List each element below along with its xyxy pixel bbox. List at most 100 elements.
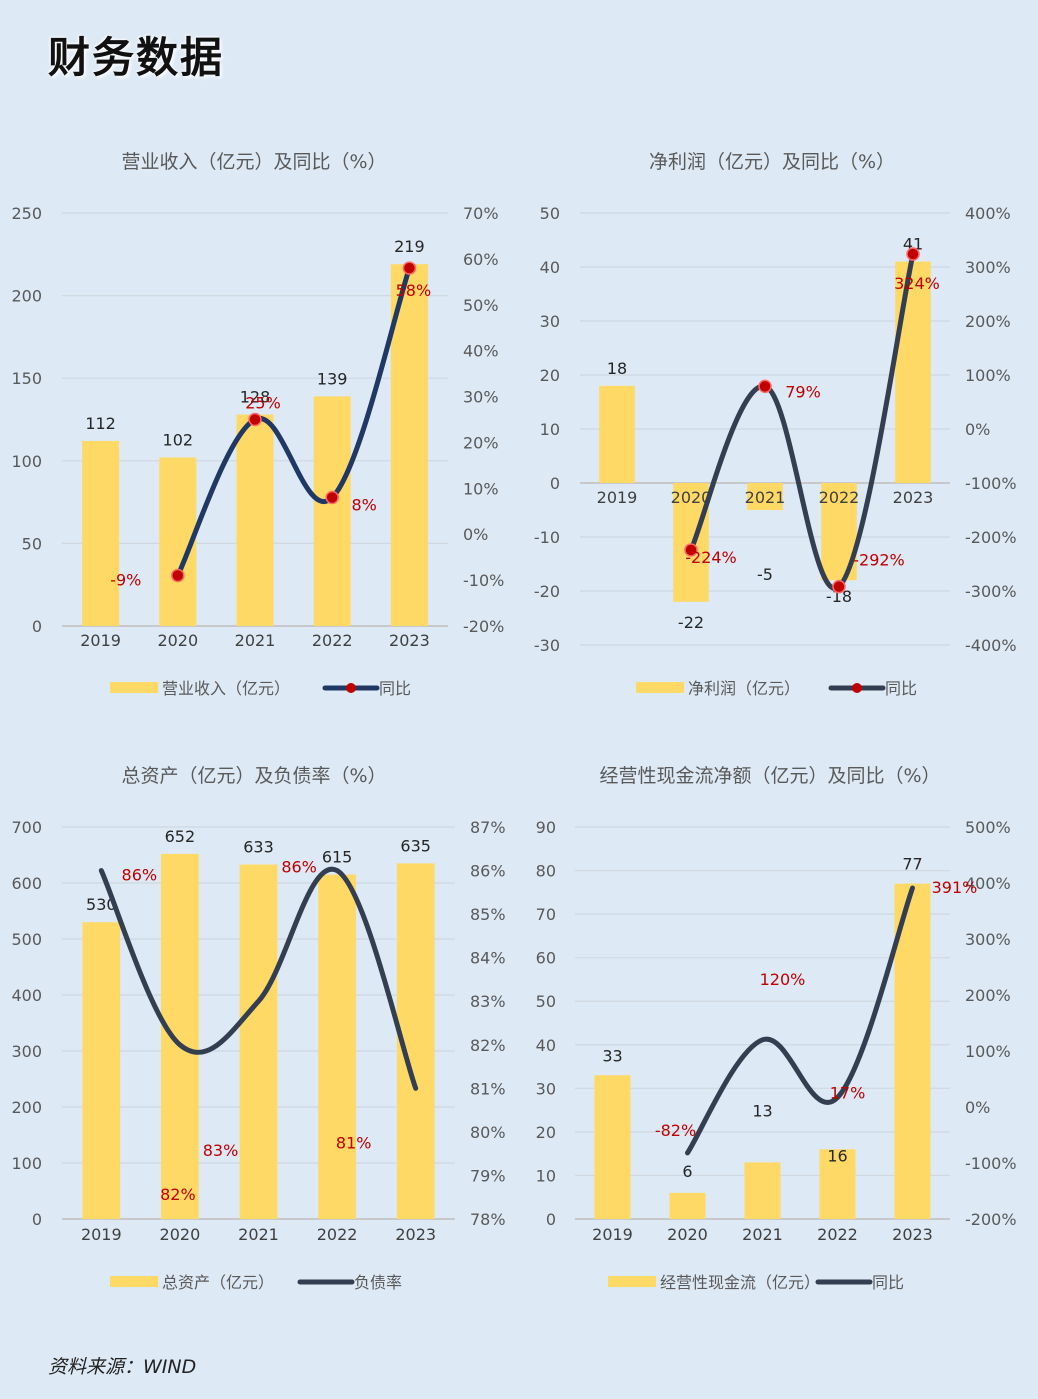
chart-panel-4: 经营性现金流净额（亿元）及同比（%） 0 10 20 30 40 50 60 70 80 90 -20…	[536, 765, 1017, 1292]
line-series-yoy	[688, 251, 916, 591]
category-label: 2023	[395, 1225, 436, 1244]
line-value-label: 8%	[352, 496, 377, 515]
line-series-yoy	[98, 866, 419, 1091]
legend-swatch-bar	[110, 1276, 158, 1287]
bar-value-label: 219	[394, 237, 425, 256]
left-tick-label: -30	[534, 636, 560, 655]
right-tick-label: 80%	[470, 1123, 506, 1142]
legend-label-line: 同比	[379, 679, 411, 698]
category-label: 2021	[235, 631, 276, 650]
chart-legend: 总资产（亿元） 负债率	[110, 1273, 402, 1292]
left-tick-label: 70	[536, 905, 556, 924]
bar-2023	[895, 261, 931, 483]
line-value-label: 25%	[245, 394, 281, 413]
right-tick-label: 30%	[463, 388, 499, 407]
legend-label-bar: 净利润（亿元）	[688, 679, 800, 698]
bar-value-label: -22	[678, 613, 704, 632]
left-tick-label: 0	[32, 1210, 42, 1229]
chart-title: 净利润（亿元）及同比（%）	[649, 151, 895, 173]
left-tick-label: 50	[540, 204, 560, 223]
left-tick-label: -20	[534, 582, 560, 601]
line-marker	[248, 412, 262, 427]
left-tick-label: 40	[540, 258, 560, 277]
legend-label-line: 同比	[885, 679, 917, 698]
left-tick-label: 300	[11, 1042, 42, 1061]
left-tick-label: 0	[546, 1210, 556, 1229]
line-marker	[171, 568, 185, 583]
category-label: 2022	[817, 1225, 858, 1244]
left-tick-label: 400	[11, 986, 42, 1005]
left-tick-label: 600	[11, 874, 42, 893]
left-tick-label: 0	[550, 474, 560, 493]
bar-value-label: 77	[902, 855, 922, 874]
right-tick-label: 0%	[965, 1098, 990, 1117]
bar-2019	[82, 440, 120, 626]
bar-2023	[390, 264, 428, 626]
left-tick-label: -10	[534, 528, 560, 547]
line-value-label: -9%	[110, 571, 141, 590]
category-label: 2021	[238, 1225, 279, 1244]
right-tick-label: 60%	[463, 250, 499, 269]
bar-value-label: 102	[163, 430, 194, 449]
category-label: 2023	[893, 488, 934, 507]
line-series-yoy	[685, 885, 915, 1156]
chart-legend: 经营性现金流（亿元） 同比	[608, 1273, 904, 1292]
chart-title: 经营性现金流净额（亿元）及同比（%）	[599, 765, 940, 787]
right-tick-label: 500%	[965, 818, 1011, 837]
left-tick-label: 80	[536, 862, 556, 881]
right-tick-label: 200%	[965, 986, 1011, 1005]
category-label: 2022	[317, 1225, 358, 1244]
left-tick-label: 700	[11, 818, 42, 837]
line-value-label: 79%	[785, 382, 821, 401]
right-tick-label: 83%	[470, 992, 506, 1011]
line-marker	[325, 490, 339, 505]
right-tick-label: 78%	[470, 1210, 506, 1229]
right-tick-label: 0%	[965, 420, 990, 439]
line-value-label: 83%	[203, 1141, 239, 1160]
bar-value-label: 41	[903, 235, 923, 254]
bar-value-label: 139	[317, 369, 348, 388]
left-tick-label: 50	[22, 534, 42, 553]
line-value-label: 81%	[336, 1133, 372, 1152]
right-tick-label: 200%	[965, 312, 1011, 331]
line-value-label: 391%	[932, 878, 978, 897]
bar-2021	[747, 483, 783, 510]
left-tick-label: 0	[32, 617, 42, 636]
bar-2022	[819, 1149, 856, 1219]
bar-2022	[313, 396, 351, 626]
right-tick-label: 100%	[965, 366, 1011, 385]
line-value-label: 86%	[281, 858, 317, 877]
bar-value-label: 633	[243, 838, 274, 857]
left-tick-label: 10	[540, 420, 560, 439]
right-tick-label: -20%	[463, 617, 504, 636]
right-tick-label: 87%	[470, 818, 506, 837]
left-tick-label: 150	[11, 369, 42, 388]
line-value-label: 120%	[760, 970, 806, 989]
right-tick-label: 79%	[470, 1166, 506, 1185]
chart-panel-1: 营业收入（亿元）及同比（%） 0 50 100 150 200 250 -20% -10% 0% 1…	[11, 151, 504, 698]
legend-swatch-bar	[110, 682, 158, 693]
left-tick-label: 200	[11, 1098, 42, 1117]
category-label: 2021	[745, 488, 786, 507]
bar-value-label: 18	[607, 359, 627, 378]
right-tick-label: 40%	[463, 342, 499, 361]
category-label: 2019	[597, 488, 638, 507]
category-label: 2020	[671, 488, 712, 507]
line-value-label: 17%	[830, 1083, 866, 1102]
legend-swatch-bar	[608, 1276, 656, 1287]
bar-value-label: 6	[682, 1162, 692, 1181]
line-value-label: -292%	[853, 551, 905, 570]
category-label: 2019	[592, 1225, 633, 1244]
left-tick-label: 20	[536, 1123, 556, 1142]
category-label: 2022	[819, 488, 860, 507]
bar-value-label: 652	[165, 827, 196, 846]
left-tick-label: 50	[536, 992, 556, 1011]
right-tick-label: 300%	[965, 930, 1011, 949]
category-label: 2022	[312, 631, 353, 650]
category-label: 2023	[892, 1225, 933, 1244]
category-label: 2020	[157, 631, 198, 650]
legend-marker	[346, 683, 356, 693]
left-tick-label: 60	[536, 949, 556, 968]
bar-2019	[82, 922, 121, 1219]
bar-2020	[673, 483, 709, 602]
